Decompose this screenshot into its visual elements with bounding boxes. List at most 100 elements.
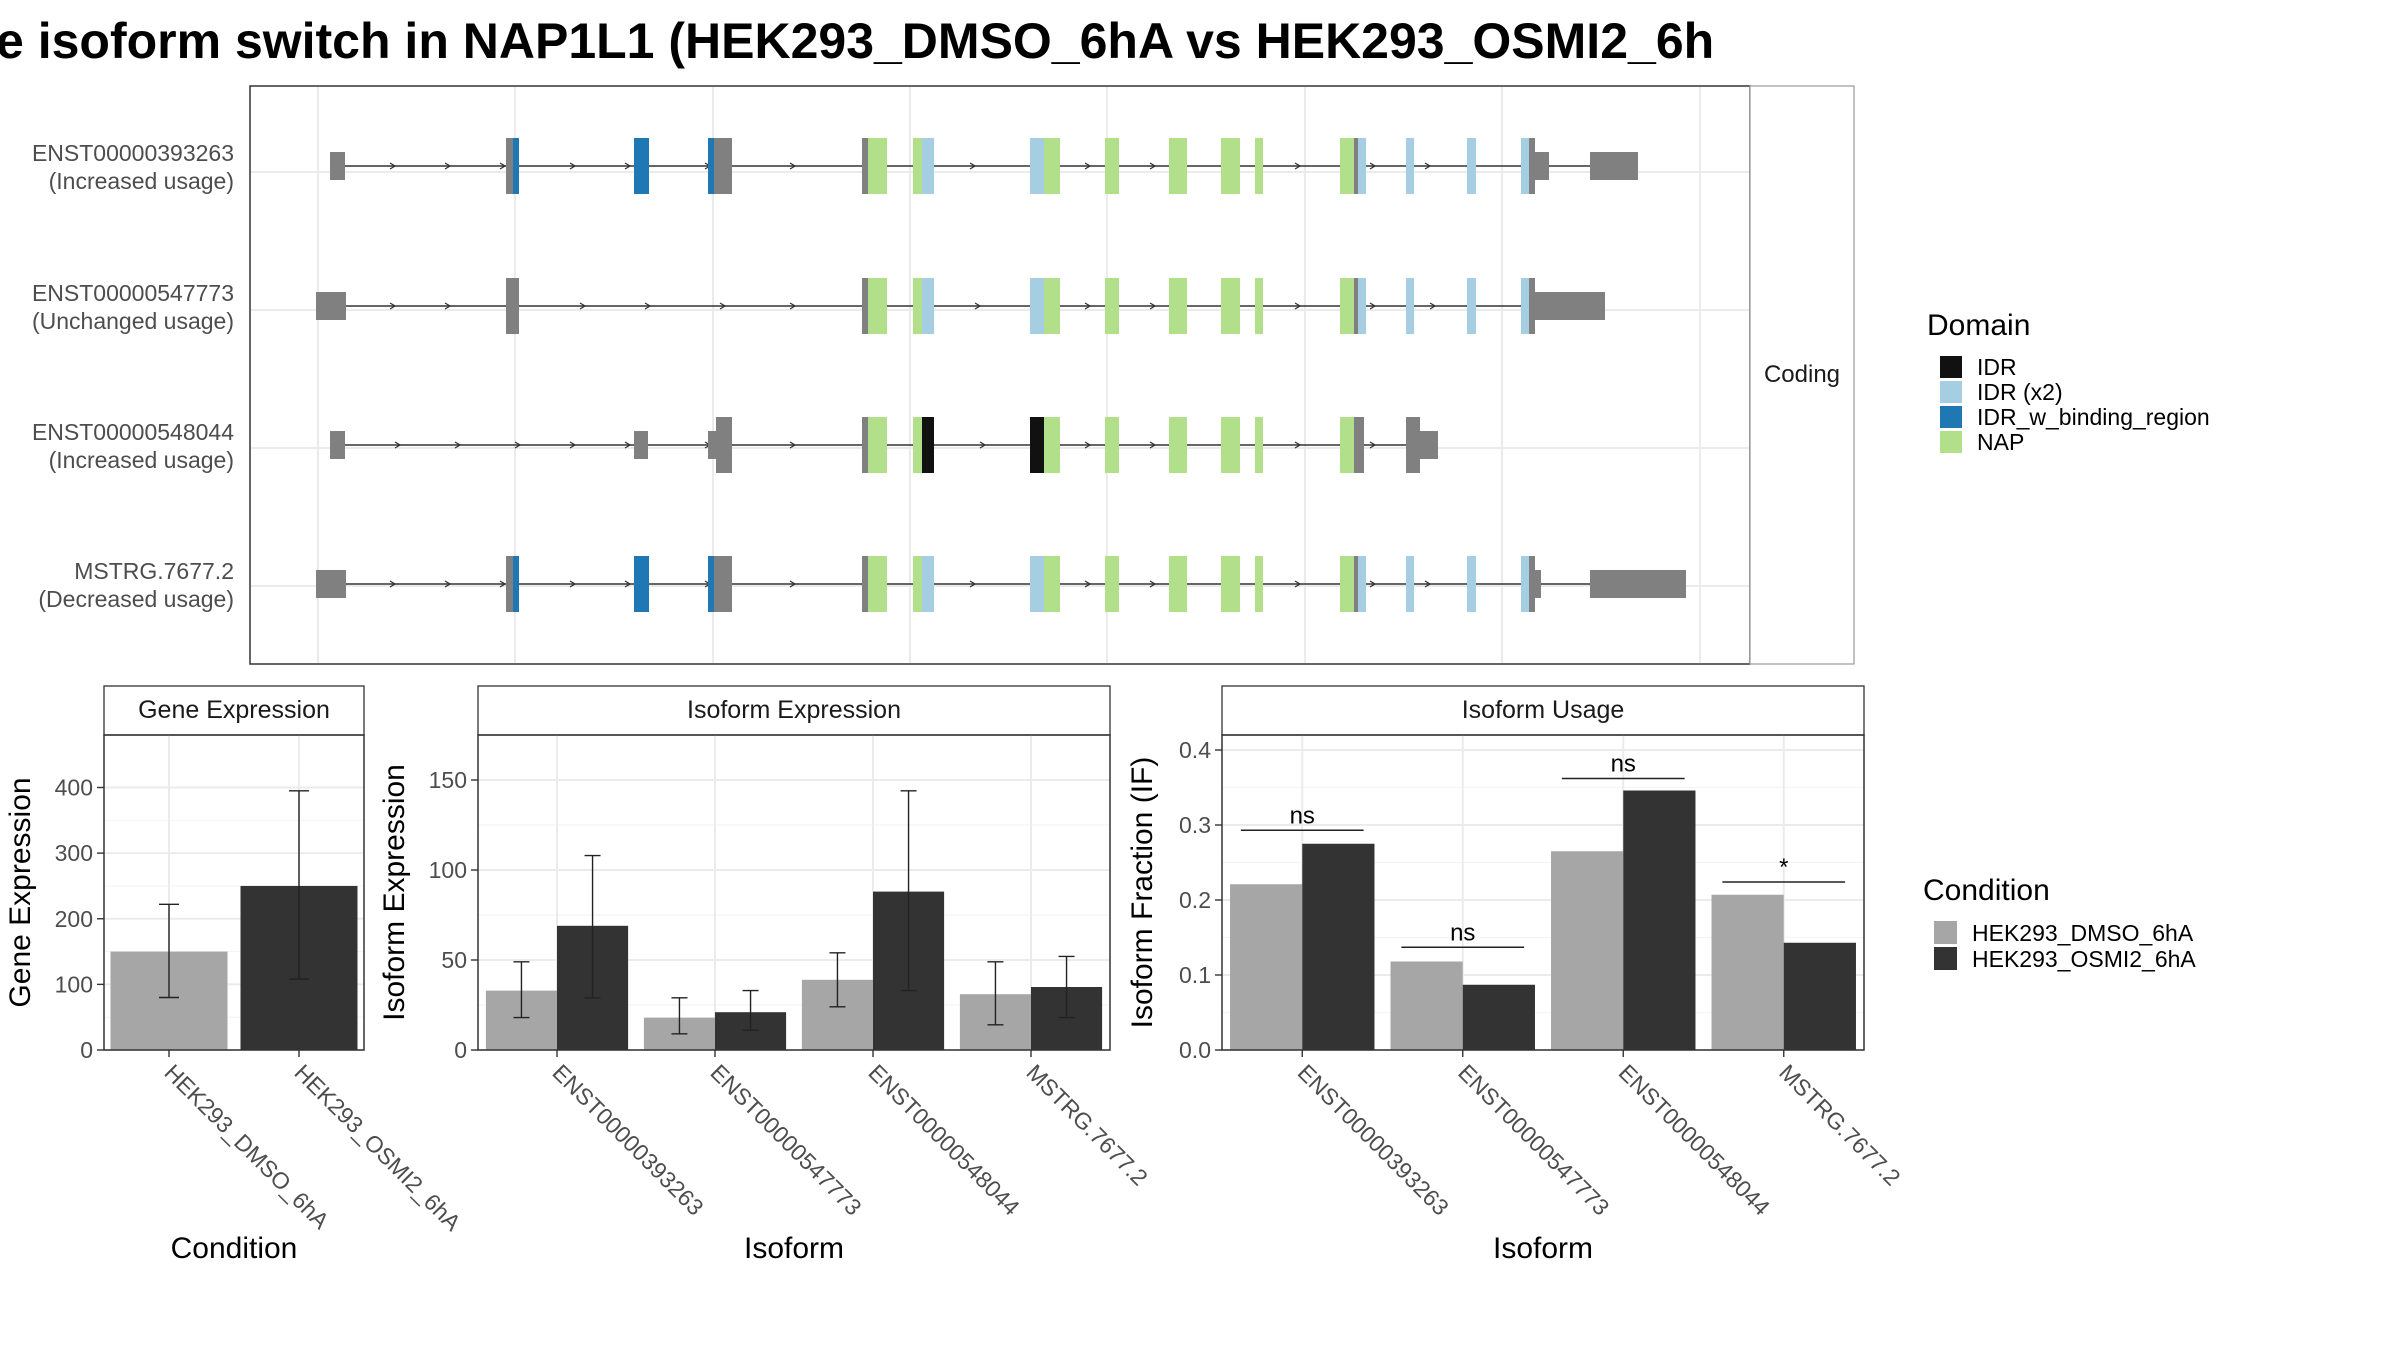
y-tick-label: 0.2 [1179,887,1211,913]
bar [1783,942,1856,1050]
direction-arrow [1084,302,1092,310]
panel-border [1221,734,1865,1051]
exon-block [708,556,714,612]
transcript-usage-label: (Decreased usage) [38,586,234,612]
domain-legend-label: IDR_w_binding_region [1977,404,2210,430]
exon-block [634,556,649,612]
transcript-id-label: ENST00000548044 [32,419,234,445]
direction-arrow [1369,580,1377,588]
direction-arrow [1424,162,1432,170]
exon-block [330,431,345,459]
direction-arrow [624,162,632,170]
transcript-id-label: MSTRG.7677.2 [74,558,234,584]
exon-block [1169,138,1187,194]
direction-arrow [624,441,632,449]
bar [1390,961,1463,1050]
exon-block [1535,152,1549,180]
direction-arrow [969,162,977,170]
y-tick-label: 0 [80,1037,93,1063]
direction-arrow [1294,162,1302,170]
bar [1462,984,1535,1050]
exon-block [1358,278,1366,334]
x-tick-label: ENST00000547773 [705,1059,866,1220]
exon-block [1340,417,1354,473]
exon-block [868,278,887,334]
direction-arrow [1084,441,1092,449]
condition-legend-label: HEK293_DMSO_6hA [1972,920,2194,946]
exon-block [1030,278,1044,334]
figure-title: e isoform switch in NAP1L1 (HEK293_DMSO_… [0,13,1714,69]
exon-block [316,570,346,598]
exon-block [1358,556,1366,612]
exon-block [1406,417,1420,473]
exon-block [1169,278,1187,334]
significance-label: ns [1290,802,1315,829]
domain-legend-label: IDR (x2) [1977,379,2063,405]
exon-block [1105,556,1119,612]
direction-arrow [719,302,727,310]
exon-block [1221,417,1240,473]
coding-strip-label: Coding [1764,361,1840,388]
significance-label: ns [1450,919,1475,946]
transcript-usage-label: (Increased usage) [49,447,234,473]
direction-arrow [1429,302,1437,310]
direction-arrow [624,580,632,588]
exon-block [1521,556,1529,612]
exon-block [513,138,519,194]
transcript-track [316,278,1605,334]
exon-block [1221,556,1240,612]
x-tick-label: ENST00000393263 [1293,1059,1454,1220]
exon-block [1340,278,1354,334]
exon-block [1467,278,1476,334]
exon-block [862,278,868,334]
x-tick-label: ENST00000548044 [863,1059,1024,1220]
direction-arrow [444,580,452,588]
direction-arrow [444,302,452,310]
bar [1551,851,1624,1050]
x-tick-label: ENST00000547773 [1453,1059,1614,1220]
condition-legend-swatch [1934,947,1957,970]
bar [1302,843,1375,1050]
direction-arrow [514,441,522,449]
direction-arrow [569,441,577,449]
isoform-usage-chart: Isoform Usage ns ns ns * 0.0 0.1 0.2 0.3 0.4 ENST0… [1126,685,1906,1265]
exon-block [1406,556,1414,612]
exon-block [1169,417,1187,473]
direction-arrow [394,441,402,449]
structure-gridlines [251,87,1749,663]
exon-block [1354,556,1358,612]
significance-label: ns [1611,751,1636,778]
domain-legend-swatch [1940,431,1962,453]
exon-block [868,138,887,194]
direction-arrow [1369,441,1377,449]
transcript-id-label: ENST00000393263 [32,140,234,166]
exon-block [1044,417,1060,473]
exon-block [1529,556,1535,612]
direction-arrow [454,441,462,449]
exon-block [1420,431,1438,459]
direction-arrow [1294,580,1302,588]
exon-block [1255,556,1263,612]
exon-block [1221,138,1240,194]
panel-title: Isoform Expression [687,696,901,724]
exon-block [862,138,868,194]
exon-block [1406,138,1414,194]
transcript-track [330,417,1438,473]
x-tick-label: MSTRG.7677.2 [1774,1059,1905,1190]
direction-arrow [1149,580,1157,588]
exon-block [913,417,922,473]
direction-arrow [389,162,397,170]
panel-strip [1221,685,1865,736]
direction-arrow [789,302,797,310]
y-tick-label: 50 [441,947,467,973]
direction-arrow [569,580,577,588]
y-tick-label: 0.3 [1179,812,1211,838]
exon-block [1255,138,1263,194]
exon-block [1105,417,1119,473]
x-axis-title: Isoform [744,1232,844,1265]
exon-block [1105,278,1119,334]
x-tick-label: ENST00000393263 [547,1059,708,1220]
exon-block [708,431,716,459]
